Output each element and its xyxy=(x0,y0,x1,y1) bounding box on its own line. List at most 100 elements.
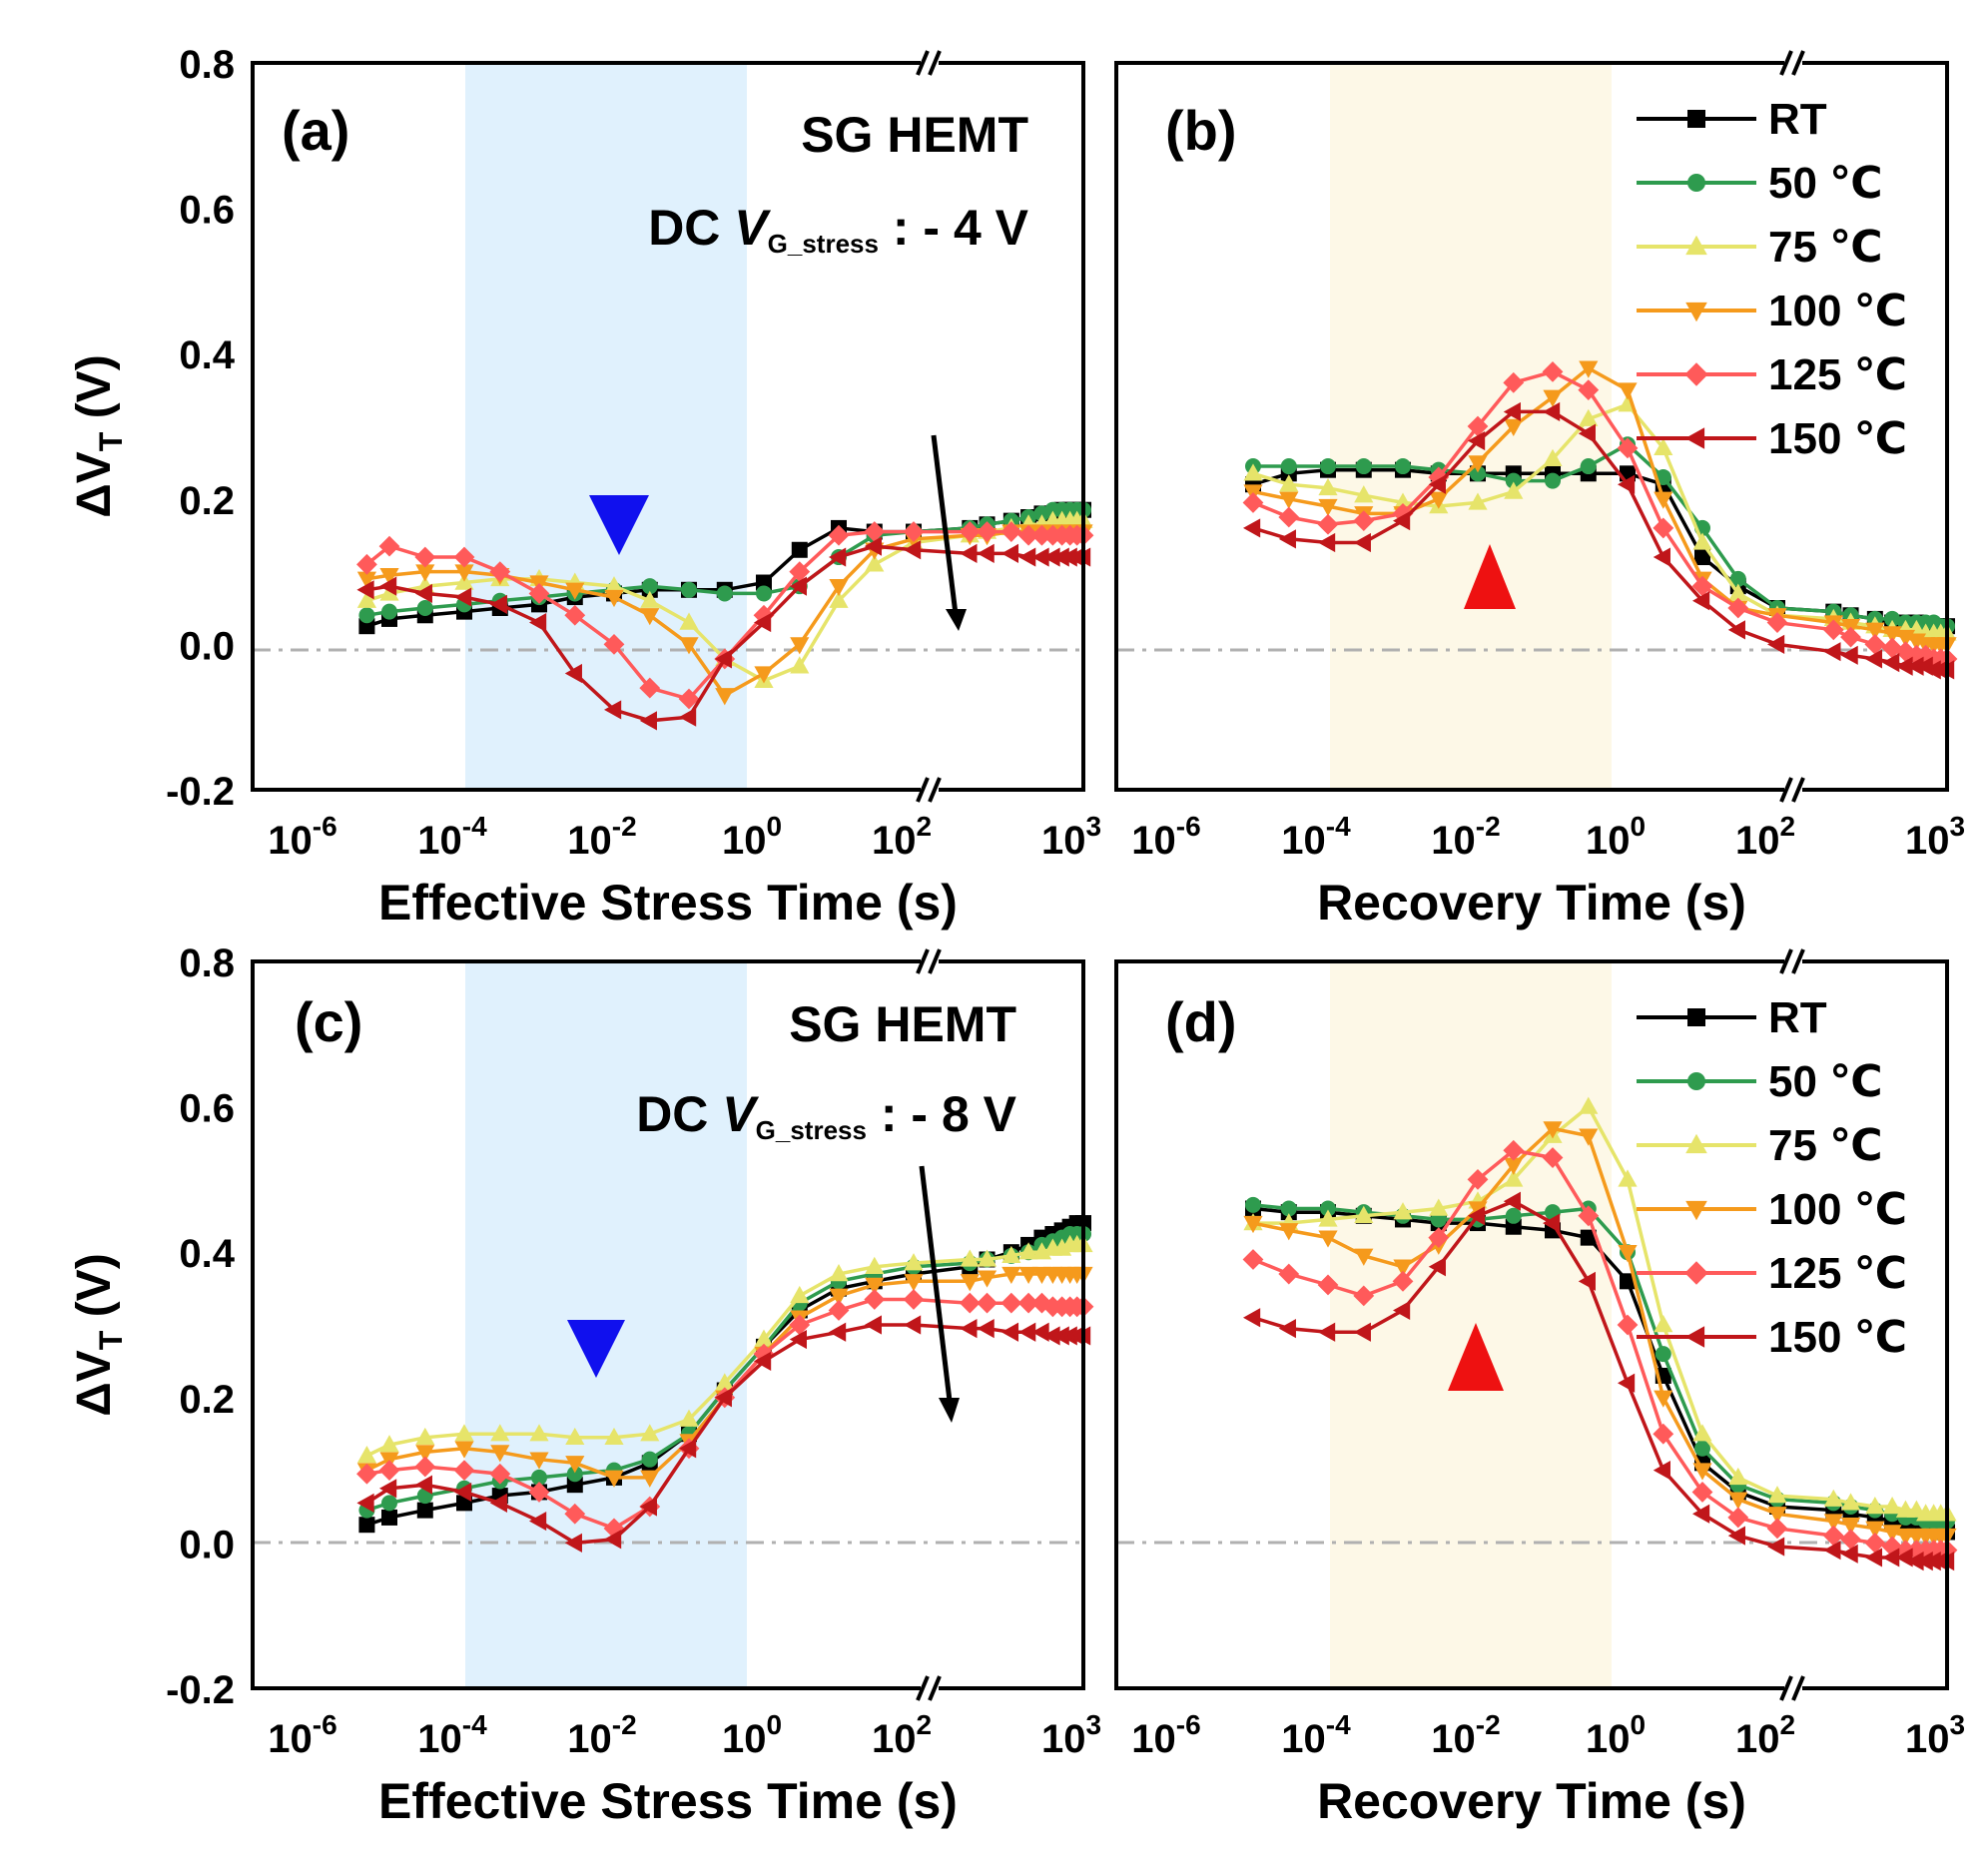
data-point xyxy=(1470,465,1486,482)
x-tick-label: 102 xyxy=(872,811,932,863)
trend-arrow-a xyxy=(931,434,967,631)
axis-break-mark xyxy=(1791,1675,1805,1701)
data-point xyxy=(1504,1157,1524,1175)
data-point xyxy=(1728,1492,1748,1510)
data-point xyxy=(1278,506,1300,528)
axis-break-gap xyxy=(1784,956,1802,966)
data-point xyxy=(1428,466,1450,488)
x-tick-label: 100 xyxy=(722,1709,782,1761)
data-point xyxy=(1353,532,1371,553)
data-point xyxy=(864,1315,882,1335)
axes-frame-d xyxy=(1114,959,1949,1690)
data-point xyxy=(564,604,586,626)
data-point xyxy=(415,1427,435,1446)
data-point xyxy=(1692,591,1710,611)
axis-break-b xyxy=(1779,50,1805,803)
data-point xyxy=(1653,517,1674,539)
x-tick-label: 103 xyxy=(1041,1709,1101,1761)
data-point xyxy=(1654,491,1673,509)
data-point xyxy=(1504,481,1524,499)
red-up-triangle-marker xyxy=(1464,544,1516,609)
y-tick-label: 0.0 xyxy=(179,1523,235,1566)
data-point xyxy=(489,594,507,614)
axis-break-gap xyxy=(921,956,939,966)
data-point xyxy=(977,543,994,563)
data-point xyxy=(959,1292,981,1314)
data-point xyxy=(1692,1463,1712,1481)
data-point xyxy=(1653,1423,1674,1445)
data-point xyxy=(1429,1198,1449,1216)
stress-band xyxy=(465,63,747,790)
x-tick-label: 103 xyxy=(1905,1709,1965,1761)
y-axis-title: ΔVT (V) xyxy=(68,354,129,517)
legend-d: RT 50 ℃ 75 ℃ 100 ℃ 125 ℃ 150 ℃ xyxy=(1637,993,1907,1362)
data-point xyxy=(1031,1322,1049,1342)
data-point xyxy=(1245,1196,1261,1213)
axis-break-mark xyxy=(928,948,942,974)
data-point xyxy=(1354,485,1374,503)
x-tick-label: 10-2 xyxy=(1431,1709,1500,1761)
data-point xyxy=(1543,389,1563,407)
data-point xyxy=(356,1446,377,1464)
data-point xyxy=(1320,458,1336,475)
data-point xyxy=(1018,1266,1038,1285)
data-point xyxy=(1031,524,1052,546)
data-point xyxy=(356,1463,377,1485)
data-point xyxy=(1882,1497,1902,1515)
data-point xyxy=(489,1463,511,1485)
data-point xyxy=(1031,1292,1052,1314)
legend-label: 125 ℃ xyxy=(1768,350,1907,399)
data-point xyxy=(1655,1346,1671,1363)
data-point xyxy=(639,677,661,699)
panel-a: (a) SG HEMT DC VG_stress : - 4 V xyxy=(251,50,1094,803)
legend-label: 150 ℃ xyxy=(1768,1313,1907,1362)
data-point xyxy=(528,1482,550,1503)
axis-break-mark xyxy=(1779,1675,1793,1701)
data-point xyxy=(1727,597,1749,619)
data-point xyxy=(1318,532,1336,553)
x-tick-label: 10-2 xyxy=(1431,811,1500,863)
legend-label: 125 ℃ xyxy=(1768,1249,1907,1298)
data-point xyxy=(1543,448,1563,466)
axis-break-d xyxy=(1779,948,1805,1701)
data-point xyxy=(489,561,511,582)
data-point xyxy=(1468,430,1486,451)
data-point xyxy=(604,576,624,594)
data-point xyxy=(565,1456,585,1474)
x-tick-label: 10-6 xyxy=(1131,1709,1200,1761)
data-point xyxy=(1031,547,1049,567)
data-point xyxy=(1279,1223,1299,1241)
data-point xyxy=(1320,1200,1336,1217)
panel-label-b: (b) xyxy=(1165,99,1237,162)
axes-frame-c xyxy=(251,959,1085,1690)
data-point xyxy=(1000,1292,1022,1314)
data-point xyxy=(1000,543,1019,563)
data-point xyxy=(960,543,978,563)
data-point xyxy=(829,1322,847,1342)
data-point xyxy=(1355,458,1372,475)
data-point xyxy=(790,637,810,655)
axis-break-mark xyxy=(1779,948,1793,974)
data-point xyxy=(381,1509,397,1526)
data-point xyxy=(378,535,400,557)
red-up-triangle-marker xyxy=(1448,1323,1504,1391)
data-point xyxy=(640,1424,660,1442)
data-point xyxy=(640,590,660,608)
data-point xyxy=(753,1343,775,1365)
legend-label: 50 ℃ xyxy=(1768,1057,1882,1106)
legend-label: RT xyxy=(1768,993,1827,1042)
data-point xyxy=(414,583,432,604)
data-point xyxy=(1692,1424,1712,1442)
data-point xyxy=(1543,401,1561,422)
data-point xyxy=(381,603,397,620)
data-point xyxy=(528,583,550,604)
data-point xyxy=(564,1503,586,1525)
data-point xyxy=(865,1277,885,1295)
data-point xyxy=(639,1497,657,1517)
plot-area-c xyxy=(356,1215,1094,1553)
data-point xyxy=(1840,1544,1858,1563)
data-point xyxy=(1468,1201,1488,1219)
data-point xyxy=(865,554,885,572)
data-point xyxy=(379,1479,397,1499)
data-point xyxy=(1840,1493,1861,1511)
